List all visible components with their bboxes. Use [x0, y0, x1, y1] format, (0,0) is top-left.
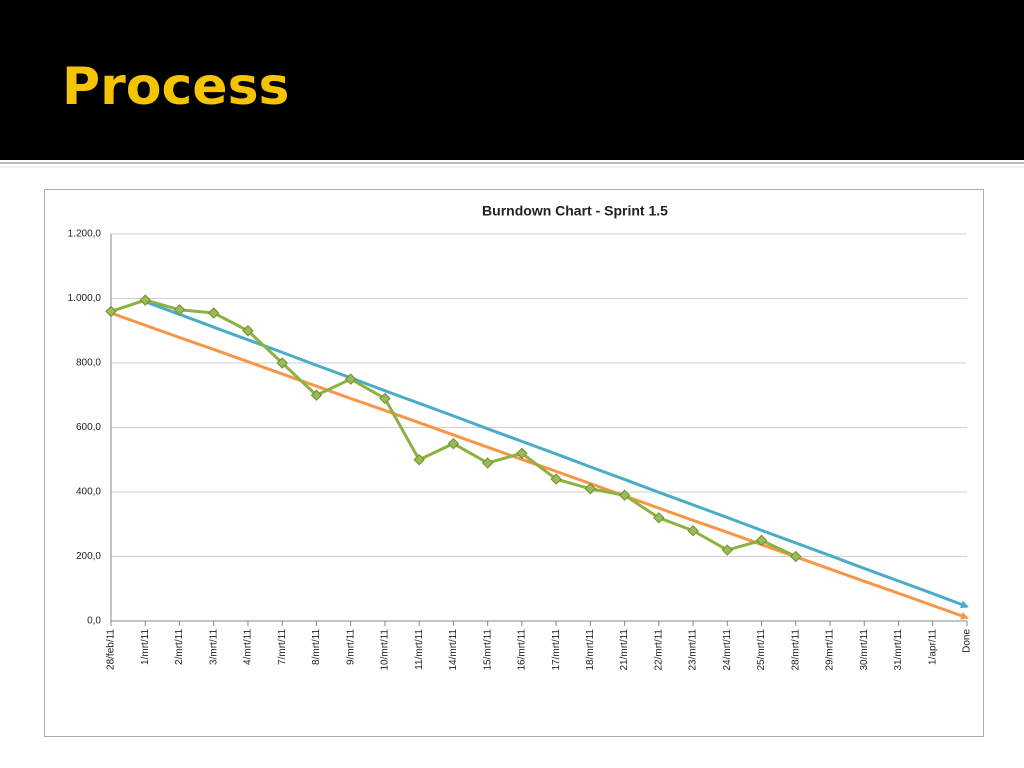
header-band: [0, 0, 1024, 160]
series-line: [144, 300, 969, 609]
y-tick-label: 400,0: [76, 487, 101, 498]
y-tick-label: 1.000,0: [68, 293, 102, 304]
x-tick-label: 14/mrt/11: [448, 629, 459, 671]
data-point: [105, 305, 117, 318]
y-tick-label: 800,0: [76, 358, 101, 369]
data-point: [481, 457, 494, 469]
x-tick-label: 17/mrt/11: [551, 629, 562, 671]
y-tick-label: 200,0: [76, 551, 101, 562]
data-point: [447, 437, 460, 450]
x-tick-label: 30/mrt/11: [859, 629, 870, 671]
data-point: [516, 447, 528, 460]
x-tick-label: 2/mrt/11: [174, 629, 185, 665]
x-tick-label: 18/mrt/11: [585, 629, 596, 671]
data-point: [173, 304, 186, 316]
data-point: [653, 512, 665, 524]
data-point: [139, 294, 151, 306]
data-point: [379, 392, 391, 405]
data-point: [208, 307, 220, 319]
data-point: [344, 373, 357, 385]
x-tick-label: 23/mrt/11: [688, 629, 699, 671]
data-point: [310, 389, 323, 401]
data-point: [755, 534, 768, 547]
data-point: [276, 357, 288, 369]
data-point: [687, 524, 699, 537]
x-tick-label: 25/mrt/11: [756, 629, 767, 671]
y-tick-label: 1.200,0: [68, 229, 102, 240]
chart-frame: [44, 189, 984, 737]
data-point: [413, 454, 425, 466]
data-point: [242, 325, 254, 337]
x-tick-label: 4/mrt/11: [243, 629, 254, 665]
x-tick-label: 16/mrt/11: [517, 629, 528, 671]
data-point: [550, 473, 562, 485]
x-tick-label: 29/mrt/11: [825, 629, 836, 671]
y-tick-label: 600,0: [76, 422, 101, 433]
x-tick-label: 21/mrt/11: [619, 629, 630, 671]
x-tick-label: 15/mrt/11: [482, 629, 493, 671]
x-tick-label: 24/mrt/11: [722, 629, 733, 671]
data-point: [721, 544, 734, 556]
slide-title: Process: [62, 57, 289, 117]
x-tick-label: 7/mrt/11: [277, 629, 288, 665]
x-tick-label: 10/mrt/11: [380, 629, 391, 671]
data-point: [584, 483, 597, 495]
x-tick-label: Done: [962, 629, 973, 653]
chart-title: Burndown Chart - Sprint 1.5: [482, 203, 668, 219]
x-tick-label: 11/mrt/11: [414, 629, 425, 670]
x-tick-label: 31/mrt/11: [893, 629, 904, 671]
data-point: [618, 489, 631, 501]
x-tick-label: 9/mrt/11: [345, 629, 356, 665]
x-tick-label: 22/mrt/11: [653, 629, 664, 671]
x-tick-label: 1/mrt/11: [140, 629, 151, 665]
x-tick-label: 8/mrt/11: [311, 629, 322, 665]
x-tick-label: 3/mrt/11: [208, 629, 219, 665]
x-tick-label: 28/mrt/11: [790, 629, 801, 671]
x-tick-label: 1/apr/11: [927, 629, 938, 665]
data-point: [790, 550, 802, 563]
y-tick-label: 0,0: [87, 616, 101, 627]
x-tick-label: 28/feb/11: [106, 629, 117, 670]
